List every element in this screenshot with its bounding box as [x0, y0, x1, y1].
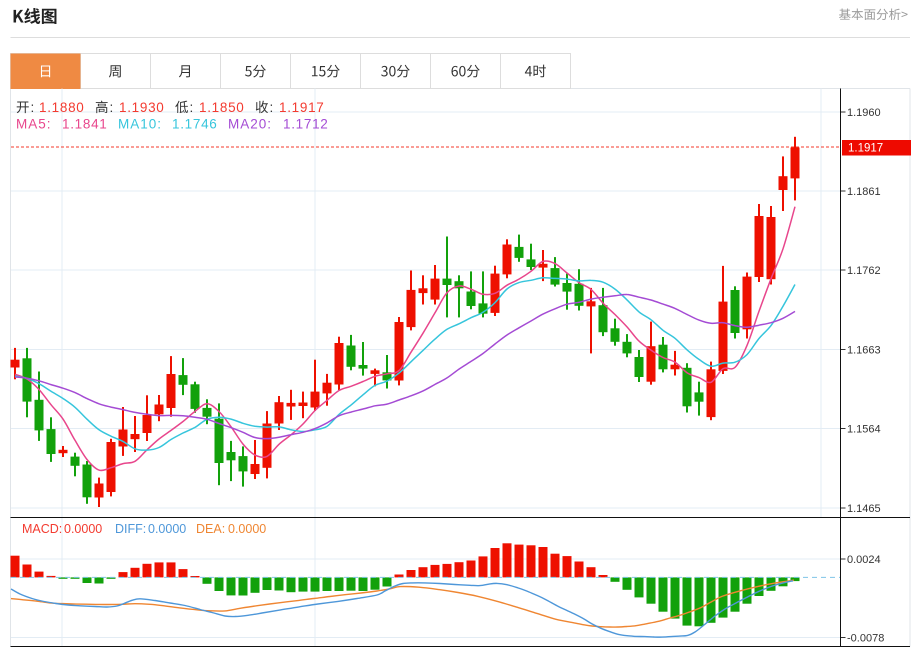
svg-text:0.0000: 0.0000	[64, 522, 102, 536]
svg-text:1.1861: 1.1861	[847, 186, 881, 198]
svg-text:0.0024: 0.0024	[847, 554, 881, 566]
svg-text:MA5:: MA5:	[16, 117, 52, 132]
svg-text:DEA:: DEA:	[196, 522, 225, 536]
svg-text:1.1712: 1.1712	[283, 117, 329, 132]
svg-text:1.1841: 1.1841	[62, 117, 108, 132]
svg-text:DIFF:: DIFF:	[115, 522, 146, 536]
svg-text:0.0000: 0.0000	[148, 522, 186, 536]
svg-text::: :	[270, 100, 274, 115]
svg-text:1.1465: 1.1465	[847, 503, 881, 515]
svg-text:1.1960: 1.1960	[847, 107, 881, 119]
svg-text:1.1880: 1.1880	[39, 100, 85, 115]
svg-text:1.1917: 1.1917	[848, 143, 883, 155]
svg-text:MA10:: MA10:	[118, 117, 162, 132]
svg-text:1.1746: 1.1746	[172, 117, 218, 132]
svg-text::: :	[190, 100, 194, 115]
svg-text::: :	[31, 100, 35, 115]
svg-text:1.1850: 1.1850	[199, 100, 245, 115]
svg-text:0.0000: 0.0000	[228, 522, 266, 536]
svg-text::: :	[110, 100, 114, 115]
svg-text:1.1917: 1.1917	[279, 100, 325, 115]
svg-text:1.1663: 1.1663	[847, 345, 881, 357]
svg-text:MA20:: MA20:	[228, 117, 272, 132]
svg-text:1.1930: 1.1930	[119, 100, 165, 115]
svg-text:MACD:: MACD:	[22, 522, 62, 536]
svg-text:1.1564: 1.1564	[847, 424, 881, 436]
svg-text:-0.0078: -0.0078	[847, 633, 884, 645]
svg-text:1.1762: 1.1762	[847, 265, 881, 277]
